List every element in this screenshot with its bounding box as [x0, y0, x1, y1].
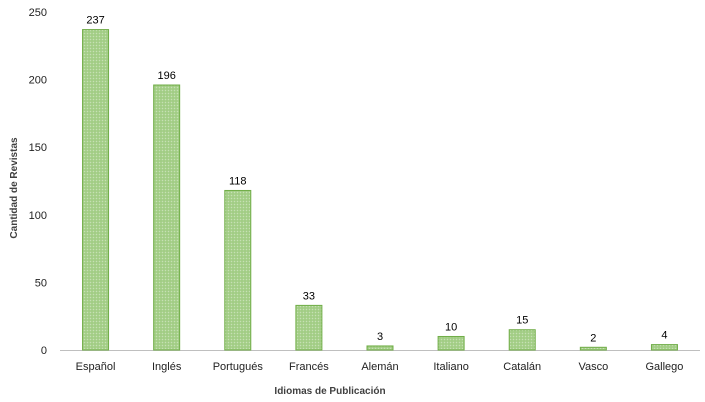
data-label: 33: [303, 290, 315, 302]
x-tick-label: Gallego: [645, 361, 683, 373]
bar-español: [82, 29, 110, 351]
x-tick-label: Italiano: [433, 361, 468, 373]
y-tick-label: 0: [41, 345, 47, 357]
y-tick-label: 150: [29, 142, 47, 154]
bar-vasco: [579, 346, 607, 351]
y-axis-ticks: 0 50 100 150 200 250: [29, 7, 47, 357]
bar-italiano: [437, 335, 465, 351]
bar-inglés: [153, 84, 181, 351]
data-label: 15: [516, 315, 528, 327]
x-axis-title: Idiomas de Publicación: [274, 386, 385, 397]
data-label: 118: [229, 175, 247, 187]
x-tick-label: Francés: [289, 361, 329, 373]
x-tick-label: Español: [76, 361, 116, 373]
x-tick-label: Alemán: [361, 361, 398, 373]
y-tick-label: 250: [29, 7, 47, 19]
bar-alemán: [366, 345, 394, 351]
data-label: 237: [86, 15, 104, 27]
data-label: 196: [157, 70, 175, 82]
y-tick-label: 100: [29, 210, 47, 222]
bar-gallego: [650, 344, 678, 351]
bar-francés: [295, 304, 323, 351]
bar-portugués: [224, 189, 252, 351]
x-tick-label: Inglés: [152, 361, 182, 373]
bar-catalán: [508, 329, 536, 351]
data-label: 3: [377, 331, 383, 343]
y-tick-label: 200: [29, 75, 47, 87]
y-axis-title: Cantidad de Revistas: [9, 137, 20, 239]
x-tick-label: Vasco: [578, 361, 608, 373]
x-tick-label: Catalán: [503, 361, 541, 373]
x-axis-ticks: Español Inglés Portugués Francés Alemán Itali…: [76, 361, 684, 373]
x-tick-label: Portugués: [213, 361, 264, 373]
y-tick-label: 50: [35, 277, 47, 289]
bars: [82, 29, 678, 351]
data-label: 4: [661, 330, 667, 342]
data-label: 2: [590, 332, 596, 344]
data-label: 10: [445, 321, 457, 333]
